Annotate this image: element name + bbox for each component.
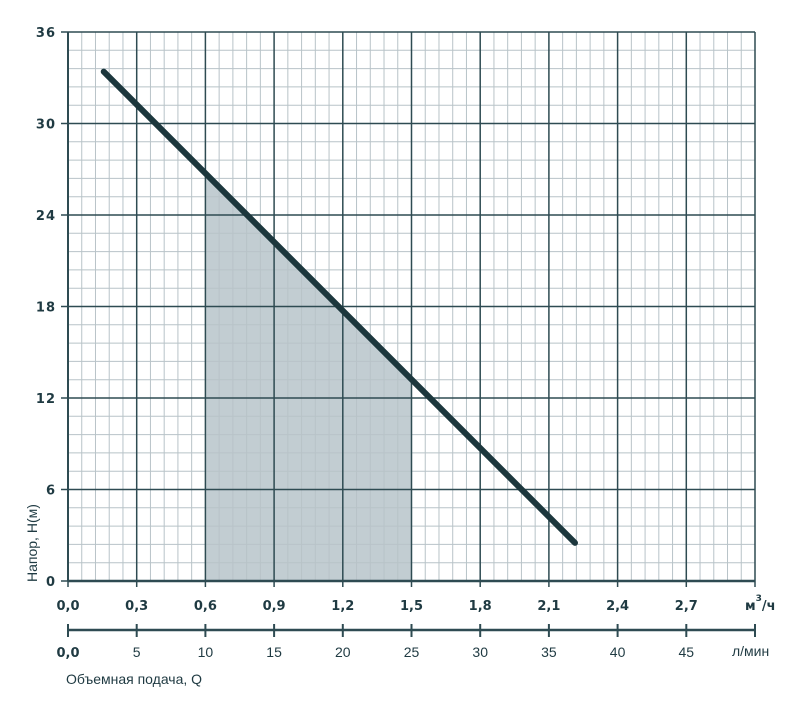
x-tick-label-lmin: 45 (679, 644, 695, 660)
y-tick-label: 0 (46, 575, 56, 590)
y-tick-label: 36 (36, 26, 56, 41)
x-unit-primary: л/мин (732, 643, 769, 659)
y-tick-label: 12 (36, 392, 56, 407)
x-tick-label-lmin: 10 (198, 644, 214, 660)
x-axis-label: Объемная подача, Q (66, 671, 202, 687)
x-tick-label-m3h: 1,2 (331, 599, 354, 614)
x-tick-label-m3h: 1,8 (469, 599, 492, 614)
x-unit-secondary: м3/ч (745, 594, 776, 614)
x-tick-label-m3h: 2,4 (606, 599, 629, 614)
x-tick-label-m3h: 0,9 (263, 599, 286, 614)
x-tick-label-lmin: 0,0 (56, 646, 79, 661)
y-tick-label: 6 (46, 484, 56, 499)
x-tick-label-lmin: 5 (133, 644, 141, 660)
x-tick-label-m3h: 2,7 (675, 599, 698, 614)
x-tick-label-lmin: 40 (610, 644, 626, 660)
y-tick-label: 30 (36, 118, 56, 133)
x-tick-label-lmin: 35 (541, 644, 557, 660)
x-tick-label-m3h: 0,6 (194, 599, 217, 614)
x-tick-label-lmin: 30 (472, 644, 488, 660)
y-tick-label: 18 (36, 301, 56, 316)
x-tick-label-lmin: 15 (266, 644, 282, 660)
x-tick-label-m3h: 0,3 (125, 599, 148, 614)
y-axis-label: Напор, Н(м) (24, 504, 40, 582)
y-tick-label: 24 (36, 209, 56, 224)
x-tick-label-lmin: 20 (335, 644, 351, 660)
x-tick-label-m3h: 1,5 (400, 599, 423, 614)
x-tick-label-m3h: 2,1 (537, 599, 560, 614)
head-flow-curve (100, 68, 579, 546)
shaded-operating-range (205, 173, 412, 581)
x-tick-label-m3h: 0,0 (56, 599, 79, 614)
x-tick-label-lmin: 25 (404, 644, 420, 660)
